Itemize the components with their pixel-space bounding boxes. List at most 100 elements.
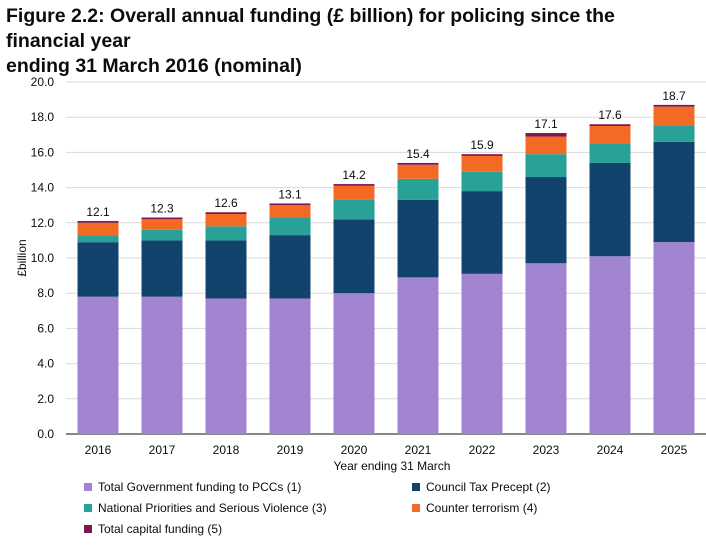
y-tick-label: 0.0	[37, 427, 54, 441]
x-tick-label: 2024	[597, 443, 624, 457]
bar-segment	[525, 136, 567, 155]
bar-segment	[205, 298, 247, 434]
legend-swatch	[84, 525, 92, 533]
bar-segment	[653, 106, 695, 126]
bar-segment	[77, 242, 119, 297]
bar-segment	[461, 191, 503, 274]
bar-segment	[333, 219, 375, 294]
bar-segment	[141, 240, 183, 297]
bar-segment	[77, 235, 119, 243]
bar-segment	[397, 162, 439, 165]
bar-segment	[397, 178, 439, 200]
bar-segment	[397, 277, 439, 434]
bar-segment	[269, 217, 311, 236]
y-axis-label: £billion	[15, 239, 29, 276]
bar-segment	[333, 199, 375, 220]
legend-swatch	[84, 483, 92, 491]
legend-swatch	[412, 483, 420, 491]
bar-segment	[461, 171, 503, 192]
bar-segment	[205, 214, 247, 227]
chart-title-line-1: Figure 2.2: Overall annual funding (£ bi…	[6, 5, 615, 52]
bar-segment	[397, 164, 439, 179]
legend-label: Total capital funding (5)	[98, 522, 223, 536]
y-tick-label: 16.0	[31, 145, 55, 159]
bar-segment	[653, 126, 695, 142]
x-tick-label: 2025	[661, 443, 688, 457]
bar-segment	[141, 296, 183, 434]
bar-segment	[461, 154, 503, 156]
bar-segment	[205, 240, 247, 299]
x-tick-label: 2021	[405, 443, 432, 457]
bar-segment	[653, 104, 695, 107]
y-tick-label: 18.0	[31, 110, 55, 124]
bar-segment	[589, 256, 631, 434]
x-tick-label: 2018	[213, 443, 240, 457]
bar-segment	[269, 205, 311, 218]
bar-segment	[333, 185, 375, 200]
legend-label: Council Tax Precept (2)	[426, 480, 551, 494]
bar-segment	[461, 155, 503, 172]
bar-segment	[653, 242, 695, 434]
bar-total-label: 13.1	[278, 187, 302, 201]
bar-segment	[77, 222, 119, 236]
bar-segment	[269, 203, 311, 206]
legend-item: Total capital funding (5)	[84, 522, 222, 536]
bar-segment	[77, 221, 119, 223]
legend-label: Counter terrorism (4)	[426, 501, 538, 515]
bar-segment	[589, 143, 631, 163]
bar-segment	[397, 199, 439, 278]
bar-segment	[589, 162, 631, 257]
legend-item: Counter terrorism (4)	[412, 501, 537, 515]
bar-segment	[141, 229, 183, 241]
bar-segment	[525, 177, 567, 264]
x-tick-label: 2019	[277, 443, 304, 457]
bar-segment	[653, 141, 695, 243]
bar-segment	[589, 126, 631, 144]
bar-total-label: 15.9	[470, 138, 494, 152]
bar-total-label: 17.1	[534, 117, 558, 131]
bar-segment	[461, 273, 503, 434]
legend-label: National Priorities and Serious Violence…	[98, 501, 327, 515]
bar-segment	[141, 219, 183, 230]
bar-segment	[525, 133, 567, 137]
x-tick-label: 2020	[341, 443, 368, 457]
bar-segment	[525, 154, 567, 178]
y-tick-label: 8.0	[37, 286, 54, 300]
y-tick-label: 20.0	[31, 75, 55, 89]
y-tick-label: 14.0	[31, 181, 55, 195]
legend-swatch	[412, 504, 420, 512]
bar-total-label: 17.6	[598, 108, 622, 122]
x-axis-label: Year ending 31 March	[334, 459, 451, 473]
x-tick-label: 2023	[533, 443, 560, 457]
bar-total-label: 12.3	[150, 202, 174, 216]
bar-segment	[205, 212, 247, 214]
x-tick-label: 2016	[85, 443, 112, 457]
bar-segment	[333, 293, 375, 434]
bar-segment	[205, 226, 247, 241]
bar-segment	[269, 298, 311, 434]
bar-total-label: 15.4	[406, 147, 430, 161]
bar-segment	[141, 217, 183, 220]
chart-title-line-2: ending 31 March 2016 (nominal)	[6, 55, 302, 77]
bar-total-label: 14.2	[342, 168, 366, 182]
x-tick-label: 2017	[149, 443, 176, 457]
legend-swatch	[84, 504, 92, 512]
bar-total-label: 12.6	[214, 196, 238, 210]
bar-segment	[525, 263, 567, 434]
y-tick-label: 10.0	[31, 251, 55, 265]
bar-segment	[589, 124, 631, 126]
chart-title: Figure 2.2: Overall annual funding (£ bi…	[6, 4, 696, 79]
bar-segment	[333, 184, 375, 186]
bar-total-label: 12.1	[86, 205, 110, 219]
legend-label: Total Government funding to PCCs (1)	[98, 480, 302, 494]
bar-segment	[77, 296, 119, 434]
legend-item: Council Tax Precept (2)	[412, 480, 551, 494]
bar-segment	[269, 235, 311, 299]
y-tick-label: 4.0	[37, 357, 54, 371]
bar-total-label: 18.7	[662, 89, 686, 103]
x-tick-label: 2022	[469, 443, 496, 457]
y-tick-label: 2.0	[37, 392, 54, 406]
legend-item: Total Government funding to PCCs (1)	[84, 480, 301, 494]
y-tick-label: 12.0	[31, 216, 55, 230]
